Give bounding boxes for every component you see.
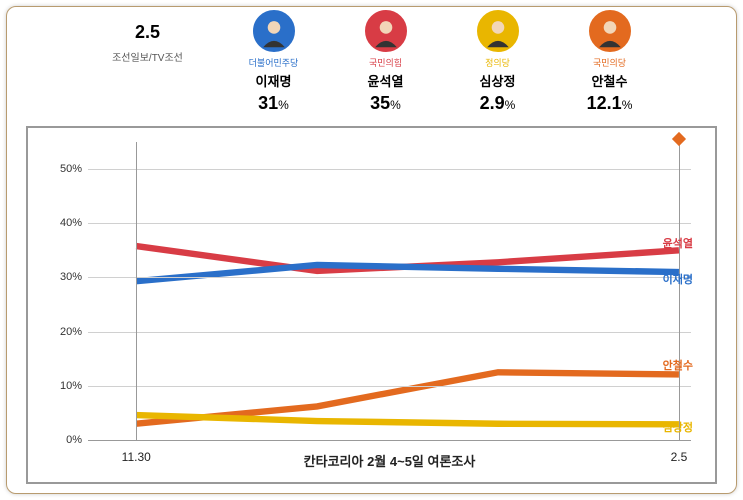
chart-lines-svg [88, 142, 691, 440]
chart-gridline [88, 332, 691, 333]
chart-gridline [88, 386, 691, 387]
candidate-card: 국민의당 안철수 12.1% [569, 10, 651, 114]
chart-gridline [88, 440, 691, 441]
candidate-name: 이재명 [233, 71, 315, 90]
chart-x-guideline [136, 142, 137, 440]
candidate-card: 국민의힘 윤석열 35% [345, 10, 427, 114]
chart-y-tick-label: 30% [44, 271, 82, 283]
candidate-card: 정의당 심상정 2.9% [457, 10, 539, 114]
chart-y-tick-label: 40% [44, 217, 82, 229]
candidate-percent: 2.9% [457, 93, 539, 114]
candidate-percent: 12.1% [569, 93, 651, 114]
chart-y-tick-label: 10% [44, 380, 82, 392]
poll-date: 2.5 [93, 22, 203, 43]
poll-date-block: 2.5 조선일보/TV조선 [93, 10, 203, 64]
candidate-percent: 31% [233, 93, 315, 114]
chart-series-label: 안철수 [663, 357, 693, 373]
chart-series-line [136, 415, 679, 424]
candidate-avatar [477, 10, 519, 52]
chart-x-tick-label: 11.30 [122, 450, 151, 464]
candidate-name: 안철수 [569, 71, 651, 90]
candidate-name: 윤석열 [345, 71, 427, 90]
candidate-percent: 35% [345, 93, 427, 114]
chart-x-guideline [679, 142, 680, 440]
chart-gridline [88, 223, 691, 224]
chart-series-label: 윤석열 [663, 235, 693, 251]
chart-y-tick-label: 20% [44, 326, 82, 338]
chart-series-label: 이재명 [663, 271, 693, 287]
chart-plot-area: 칸타코리아 2월 4~5일 여론조사 0%10%20%30%40%50%11.3… [88, 142, 691, 440]
candidate-avatar [589, 10, 631, 52]
candidate-avatar [253, 10, 295, 52]
candidate-party: 국민의당 [569, 56, 651, 69]
chart-panel: 칸타코리아 2월 4~5일 여론조사 0% 10% 20% 30% 40% 50% 11.3… [26, 126, 717, 484]
chart-gridline [88, 169, 691, 170]
candidate-card: 더불어민주당 이재명 31% [233, 10, 315, 114]
chart-series-line [136, 265, 679, 281]
poll-source: 조선일보/TV조선 [93, 49, 203, 64]
chart-y-tick-label: 0% [44, 434, 82, 446]
chart-series-label: 심상정 [663, 419, 693, 435]
candidate-party: 정의당 [457, 56, 539, 69]
candidate-avatar [365, 10, 407, 52]
candidate-party: 국민의힘 [345, 56, 427, 69]
chart-y-tick-label: 50% [44, 163, 82, 175]
chart-gridline [88, 277, 691, 278]
chart-x-tick-label: 2.5 [671, 450, 688, 464]
candidate-name: 심상정 [457, 71, 539, 90]
header-row: 2.5 조선일보/TV조선 더불어민주당 이재명 31% 국민의힘 윤석열 35… [0, 10, 743, 110]
chart-caption: 칸타코리아 2월 4~5일 여론조사 [88, 451, 691, 470]
candidate-party: 더불어민주당 [233, 56, 315, 69]
